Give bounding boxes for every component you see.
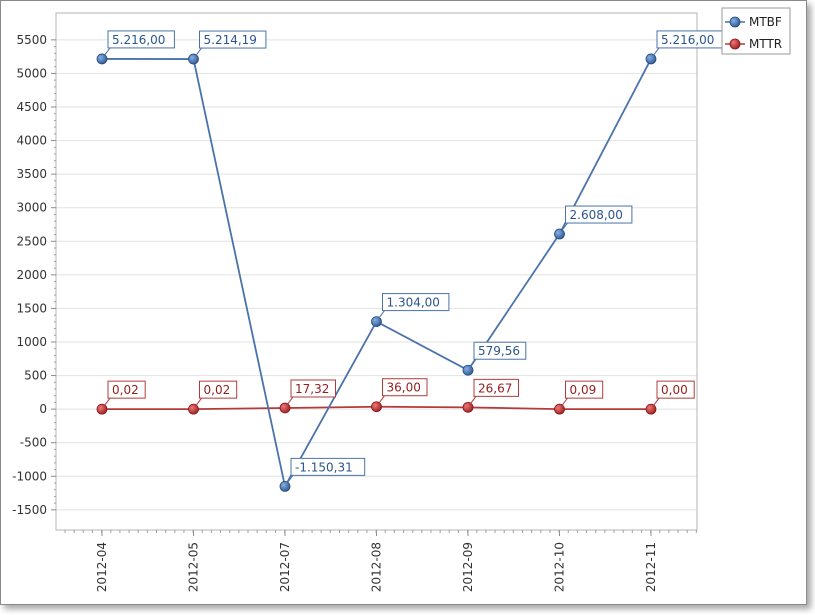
legend-mtbf-label: MTBF — [749, 15, 782, 29]
data-label-box-mttr — [107, 380, 146, 399]
data-label-mttr: 26,67 — [478, 381, 512, 395]
data-label-box-mttr — [656, 380, 695, 399]
data-point-mttr — [188, 403, 199, 415]
series-layer — [96, 53, 657, 492]
y-tick-label: 4500 — [16, 100, 47, 114]
data-label-mttr: 0,00 — [661, 383, 688, 397]
data-point-mtbf — [279, 480, 291, 492]
data-label-mttr: 0,09 — [570, 383, 597, 397]
data-label-mtbf: 2.608,00 — [570, 208, 623, 222]
data-point-mttr — [96, 403, 108, 415]
data-label-mtbf: 579,56 — [478, 344, 520, 358]
data-label-leader — [195, 397, 202, 407]
legend-mttr-marker — [729, 38, 741, 50]
data-label-leader — [378, 310, 385, 319]
data-label-box-mtbf — [107, 30, 175, 49]
y-tick-label: 500 — [24, 369, 47, 383]
data-label-leader — [103, 47, 111, 57]
data-label-leader — [286, 475, 294, 484]
data-label-box-mttr — [565, 380, 604, 399]
data-label-mtbf: 1.304,00 — [387, 296, 440, 310]
data-label-box-mtbf — [382, 293, 450, 312]
legend: MTBF MTTR — [721, 7, 791, 55]
legend-mtbf-marker — [729, 16, 741, 28]
data-point-mtbf — [554, 228, 565, 240]
data-point-mtbf — [96, 53, 108, 65]
data-label-box-mttr — [290, 379, 336, 398]
data-point-mtbf — [188, 53, 199, 65]
data-label-box-mtbf — [473, 341, 527, 360]
data-label-mttr: 0,02 — [204, 383, 231, 397]
y-tick-label: 1500 — [16, 301, 47, 315]
grid-layer — [56, 39, 697, 511]
data-label-leader — [469, 358, 477, 368]
data-label-leader — [378, 395, 385, 405]
data-label-leader — [652, 47, 660, 57]
data-label-leader — [103, 397, 111, 407]
y-tick-label: 2500 — [16, 234, 47, 248]
y-tick-label: 0 — [39, 402, 47, 416]
x-tick-label: 2012-11 — [644, 542, 658, 592]
data-label-mttr: 36,00 — [387, 381, 421, 395]
line-chart: 5500500045004000350030002500200015001000… — [12, 7, 791, 592]
data-label-box-mttr — [199, 380, 238, 399]
data-label-box-mttr — [382, 378, 428, 397]
data-label-leader — [561, 397, 568, 407]
legend-mttr-label: MTTR — [749, 37, 782, 51]
data-point-mttr — [645, 403, 657, 415]
data-label-layer: 5.216,00 5.214,19 -1.150,31 1.304,00 579,56 2… — [103, 30, 724, 484]
series-line-mtbf — [101, 58, 652, 489]
y-tick-label: 3000 — [16, 201, 47, 215]
y-tick-label: 5500 — [16, 33, 47, 47]
data-label-box-mtbf — [290, 457, 366, 476]
data-label-box-mtbf — [565, 205, 633, 224]
x-tick-label: 2012-09 — [461, 542, 475, 592]
x-tick-label: 2012-10 — [553, 542, 567, 592]
data-label-mtbf: 5.216,00 — [112, 33, 165, 47]
data-label-box-mttr — [473, 378, 519, 397]
y-tick-label: -1000 — [12, 469, 47, 483]
data-label-leader — [469, 396, 477, 405]
plot-area — [55, 12, 698, 531]
y-tick-label: 5000 — [16, 66, 47, 80]
x-tick-label: 2012-08 — [370, 542, 384, 592]
data-label-box-mtbf — [199, 30, 267, 49]
data-point-mttr — [279, 402, 291, 414]
data-point-mttr — [462, 401, 474, 413]
y-tick-label: -1500 — [12, 503, 47, 517]
chart-frame: 5500 5000 4500 4000 3500 3000 2500 2000 1500 1000… — [0, 0, 807, 605]
data-label-mttr: 17,32 — [295, 382, 329, 396]
axis-layer: 5500500045004000350030002500200015001000… — [12, 33, 697, 592]
data-label-leader — [561, 222, 568, 232]
y-tick-label: -500 — [20, 436, 47, 450]
data-point-mttr — [554, 403, 565, 415]
y-tick-label: 4000 — [16, 134, 47, 148]
data-point-mtbf — [371, 316, 382, 327]
y-tick-label: 2000 — [16, 268, 47, 282]
data-label-leader — [652, 397, 660, 407]
data-point-mtbf — [645, 53, 657, 65]
data-point-mtbf — [462, 364, 474, 376]
x-tick-label: 2012-07 — [278, 542, 292, 592]
data-label-leader — [195, 47, 202, 57]
y-tick-label: 3500 — [16, 167, 47, 181]
data-point-mttr — [371, 401, 382, 413]
data-label-mtbf: 5.214,19 — [204, 33, 257, 47]
data-label-mtbf: -1.150,31 — [295, 460, 353, 474]
data-label-leader — [286, 396, 294, 406]
x-tick-label: 2012-05 — [187, 542, 201, 592]
data-label-mtbf: 5.216,00 — [661, 33, 714, 47]
y-tick-label: 1000 — [16, 335, 47, 349]
x-tick-label: 2012-04 — [95, 542, 109, 592]
data-label-mttr: 0,02 — [112, 383, 139, 397]
